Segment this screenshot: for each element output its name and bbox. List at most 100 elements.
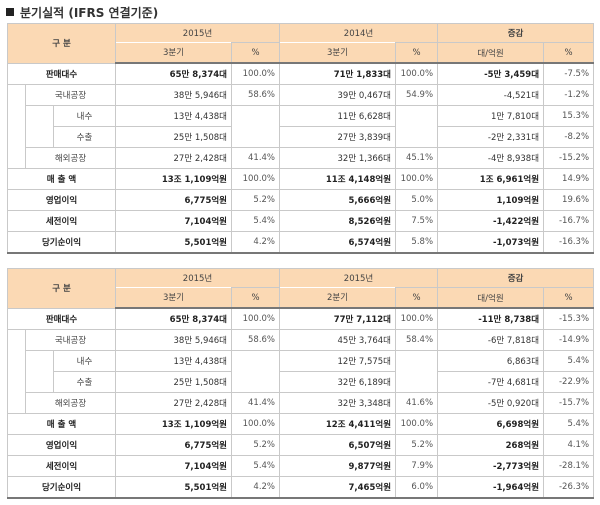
row-label: 매 출 액 <box>7 168 116 190</box>
indent-spacer <box>25 105 54 148</box>
cell-value: 7,104억원 <box>115 455 232 477</box>
header-label: 구 분 <box>7 268 116 309</box>
cell-pct: 5.0% <box>395 189 439 211</box>
cell-pct <box>230 350 281 393</box>
cell-change-pct: 15.3% <box>543 105 595 127</box>
table-row: 판매대수 65만 8,374대 100.0% 71만 1,833대 100.0%… <box>7 62 595 85</box>
cell-change: 1만 7,810대 <box>437 105 545 127</box>
row-label: 세전이익 <box>7 455 116 477</box>
header-change: 증감 <box>437 23 595 43</box>
header-label: 구 분 <box>7 23 116 64</box>
cell-change: -7만 4,681대 <box>437 371 545 393</box>
cell-pct <box>395 350 439 393</box>
cell-pct <box>230 105 281 148</box>
cell-pct: 100.0% <box>230 413 281 435</box>
cell-pct: 41.4% <box>230 392 281 414</box>
cell-value: 65만 8,374대 <box>115 62 232 85</box>
table-row: 세전이익 7,104억원 5.4% 8,526억원 7.5% -1,422억원 … <box>7 210 595 232</box>
cell-value: 6,775억원 <box>115 434 232 456</box>
cell-value: 6,775억원 <box>115 189 232 211</box>
cell-pct: 5.2% <box>230 189 281 211</box>
earnings-table-yoy: 구 분 2015년 2014년 증감 3분기 % 3분기 % 대/억원 % 판매… <box>7 23 595 254</box>
cell-change: -1,073억원 <box>437 231 545 254</box>
cell-change: -11만 8,738대 <box>437 307 545 330</box>
cell-value: 5,666억원 <box>279 189 397 211</box>
row-label: 내수 <box>53 105 116 127</box>
cell-change: 1,109억원 <box>437 189 545 211</box>
header-col2-pct: % <box>395 42 439 64</box>
cell-value: 11조 4,148억원 <box>279 168 397 190</box>
cell-value: 27만 3,839대 <box>279 126 397 148</box>
cell-value: 7,104억원 <box>115 210 232 232</box>
bullet-square-icon <box>6 8 14 16</box>
cell-change-pct: -28.1% <box>543 455 595 477</box>
cell-value: 77만 7,112대 <box>279 307 397 330</box>
cell-value: 25만 1,508대 <box>115 371 232 393</box>
header-col2-pct: % <box>395 287 439 309</box>
cell-value: 13조 1,109억원 <box>115 413 232 435</box>
row-label: 매 출 액 <box>7 413 116 435</box>
cell-pct: 45.1% <box>395 147 439 169</box>
cell-change: -2,773억원 <box>437 455 545 477</box>
cell-value: 5,501억원 <box>115 476 232 499</box>
row-label: 수출 <box>53 126 116 148</box>
cell-pct: 100.0% <box>230 62 281 85</box>
cell-change-pct: 4.1% <box>543 434 595 456</box>
table-row: 국내공장 38만 5,946대 58.6% 45만 3,764대 58.4% -… <box>7 329 595 414</box>
cell-change: 268억원 <box>437 434 545 456</box>
cell-pct: 5.8% <box>395 231 439 254</box>
cell-change-pct: -16.7% <box>543 210 595 232</box>
cell-value: 13만 4,438대 <box>115 105 232 127</box>
row-label: 세전이익 <box>7 210 116 232</box>
cell-value: 65만 8,374대 <box>115 307 232 330</box>
header-change: 증감 <box>437 268 595 288</box>
cell-pct: 100.0% <box>395 307 439 330</box>
cell-value: 13조 1,109억원 <box>115 168 232 190</box>
cell-change: 6,863대 <box>437 350 545 372</box>
cell-change-pct: -16.3% <box>543 231 595 254</box>
section-heading: 분기실적 (IFRS 연결기준) <box>6 4 158 20</box>
cell-pct: 58.4% <box>395 329 439 351</box>
table-row: 매 출 액 13조 1,109억원 100.0% 11조 4,148억원 100… <box>7 168 595 190</box>
row-label: 내수 <box>53 350 116 372</box>
table-row: 당기순이익 5,501억원 4.2% 7,465억원 6.0% -1,964억원… <box>7 476 595 499</box>
cell-value: 11만 6,628대 <box>279 105 397 127</box>
cell-pct: 58.6% <box>230 84 281 106</box>
cell-pct: 100.0% <box>230 307 281 330</box>
header-col1-quarter: 3분기 <box>115 287 232 309</box>
cell-change-pct: -15.3% <box>543 307 595 330</box>
cell-pct: 100.0% <box>395 413 439 435</box>
cell-value: 6,507억원 <box>279 434 397 456</box>
table-row: 영업이익 6,775억원 5.2% 5,666억원 5.0% 1,109억원 1… <box>7 189 595 211</box>
table-row: 내수 13만 4,438대 12만 7,575대 6,863대 5.4% <box>8 350 595 393</box>
cell-value: 13만 4,438대 <box>115 350 232 372</box>
indent-spacer <box>7 329 26 414</box>
table-row: 수출 25만 1,508대 27만 3,839대 -2만 2,331대 -8.2… <box>8 126 595 148</box>
cell-change-pct: 14.9% <box>543 168 595 190</box>
cell-change-pct: 5.4% <box>543 413 595 435</box>
header-col1-pct: % <box>230 42 281 64</box>
cell-value: 39만 0,467대 <box>279 84 397 106</box>
cell-pct: 41.4% <box>230 147 281 169</box>
cell-pct: 6.0% <box>395 476 439 499</box>
cell-pct: 5.2% <box>395 434 439 456</box>
cell-change: 6,698억원 <box>437 413 545 435</box>
row-label: 해외공장 <box>25 147 116 169</box>
table-row: 수출 25만 1,508대 32만 6,189대 -7만 4,681대 -22.… <box>8 371 595 393</box>
cell-value: 12만 7,575대 <box>279 350 397 372</box>
header-change-unit: 대/억원 <box>437 287 545 309</box>
earnings-table-qoq: 구 분 2015년 2015년 증감 3분기 % 2분기 % 대/억원 % 판매… <box>7 268 595 499</box>
cell-change-pct: -1.2% <box>543 84 595 106</box>
header-change-unit: 대/억원 <box>437 42 545 64</box>
cell-change: -4만 8,938대 <box>437 147 545 169</box>
cell-value: 32만 1,366대 <box>279 147 397 169</box>
table-row: 내수 13만 4,438대 11만 6,628대 1만 7,810대 15.3% <box>8 105 595 148</box>
row-label: 판매대수 <box>7 62 116 85</box>
cell-value: 32만 6,189대 <box>279 371 397 393</box>
cell-value: 9,877억원 <box>279 455 397 477</box>
row-label: 영업이익 <box>7 434 116 456</box>
cell-value: 27만 2,428대 <box>115 392 232 414</box>
row-label: 국내공장 <box>25 84 116 106</box>
cell-value: 12조 4,411억원 <box>279 413 397 435</box>
cell-change: -6만 7,818대 <box>437 329 545 351</box>
